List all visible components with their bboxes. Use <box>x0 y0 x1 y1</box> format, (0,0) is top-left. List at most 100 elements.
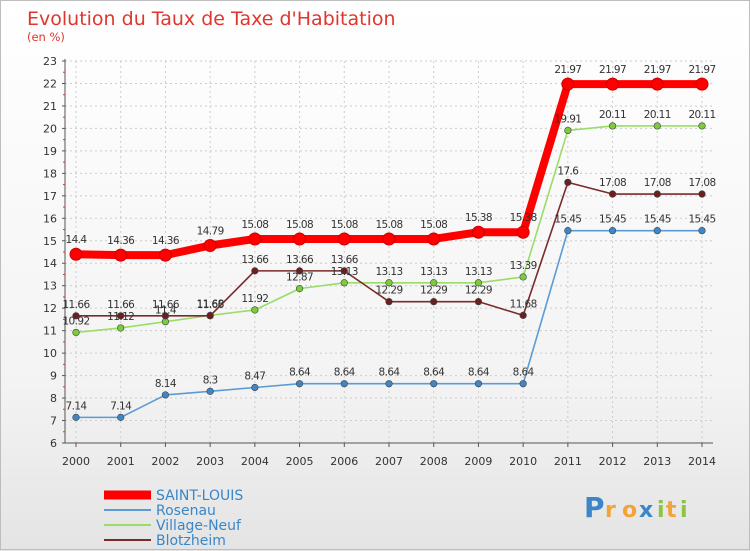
data-label: 14.36 <box>107 235 135 247</box>
x-tick-label: 2002 <box>151 455 179 468</box>
legend-label: Village-Neuf <box>156 518 242 534</box>
data-label: 11.68 <box>510 298 537 310</box>
y-tick-label: 10 <box>43 347 57 360</box>
data-label: 13.66 <box>241 254 269 266</box>
data-point <box>295 380 304 388</box>
data-label: 21.97 <box>644 64 671 76</box>
data-label: 15.38 <box>465 212 492 224</box>
data-label: 13.13 <box>465 266 492 278</box>
data-point <box>653 227 661 235</box>
logo-letter: i <box>657 498 665 523</box>
data-point <box>653 122 661 130</box>
x-tick-label: 2009 <box>464 455 492 468</box>
y-tick-label: 14 <box>43 257 57 270</box>
data-point <box>430 380 438 388</box>
data-label: 15.08 <box>375 219 402 231</box>
data-label: 12.29 <box>465 285 492 297</box>
data-point <box>117 312 125 320</box>
data-point <box>72 413 80 421</box>
data-label: 15.08 <box>286 219 313 231</box>
data-point <box>293 232 307 246</box>
logo-letter: t <box>666 498 677 523</box>
data-label: 20.11 <box>688 109 715 121</box>
x-tick-label: 2010 <box>509 455 537 468</box>
x-tick-label: 2011 <box>554 455 582 468</box>
data-label: 12.29 <box>420 285 447 297</box>
data-label: 13.66 <box>331 254 359 266</box>
data-label: 14.4 <box>66 234 88 246</box>
y-tick-label: 18 <box>43 167 57 180</box>
data-label: 7.14 <box>110 400 132 412</box>
data-point <box>474 298 483 306</box>
data-label: 15.08 <box>331 219 358 231</box>
data-label: 19.91 <box>554 113 581 125</box>
x-tick-label: 2001 <box>107 455 135 468</box>
data-point <box>385 279 393 287</box>
data-point <box>519 380 527 388</box>
y-tick-label: 23 <box>43 55 57 68</box>
data-label: 7.14 <box>66 400 88 412</box>
x-tick-label: 2014 <box>688 455 716 468</box>
data-point <box>474 380 483 388</box>
x-tick-label: 2006 <box>330 455 358 468</box>
data-point <box>114 248 128 262</box>
legend-label: SAINT-LOUIS <box>156 488 243 504</box>
data-label: 15.45 <box>599 214 626 226</box>
data-point <box>474 279 483 287</box>
data-label: 11.4 <box>155 305 177 317</box>
data-label: 12.87 <box>286 272 313 284</box>
y-tick-label: 7 <box>50 415 57 428</box>
data-label: 8.47 <box>244 370 265 382</box>
data-point <box>340 279 348 287</box>
data-point <box>117 324 125 332</box>
data-point <box>516 225 530 239</box>
data-point <box>430 298 438 306</box>
data-label: 13.13 <box>375 266 402 278</box>
data-point <box>519 311 527 319</box>
data-label: 21.97 <box>599 64 626 76</box>
data-point <box>206 312 214 320</box>
data-label: 17.08 <box>644 177 671 189</box>
y-tick-label: 22 <box>43 77 57 90</box>
x-tick-label: 2007 <box>375 455 403 468</box>
data-point <box>337 232 351 246</box>
logo-letter: o <box>622 498 637 523</box>
data-label: 11.92 <box>241 293 268 305</box>
data-label: 15.38 <box>510 212 537 224</box>
logo-letter: r <box>605 498 616 523</box>
x-tick-label: 2004 <box>241 455 269 468</box>
x-tick-label: 2012 <box>599 455 627 468</box>
y-tick-label: 19 <box>43 145 57 158</box>
data-label: 21.97 <box>688 64 715 76</box>
data-point <box>650 77 664 91</box>
logo-letter: P <box>584 491 605 524</box>
data-point <box>608 122 617 130</box>
data-label: 17.6 <box>557 165 579 177</box>
data-label: 8.64 <box>379 367 401 379</box>
logo-letter: x <box>639 498 653 523</box>
chart-subtitle: (en %) <box>27 30 65 44</box>
data-point <box>295 267 304 275</box>
data-point <box>653 190 661 198</box>
y-tick-label: 12 <box>43 302 57 315</box>
y-tick-label: 6 <box>50 437 57 450</box>
axes: 6 7 8 9 10 11 12 13 14 15 16 17 18 19 20 21 22 23 2000 2001… <box>43 55 716 468</box>
data-label: 12.29 <box>375 285 402 297</box>
data-label: 8.64 <box>513 367 535 379</box>
data-label: 13.13 <box>331 266 358 278</box>
y-tick-label: 16 <box>43 212 57 225</box>
y-tick-label: 15 <box>43 235 57 248</box>
data-point <box>606 77 620 91</box>
data-point <box>295 285 304 293</box>
data-label: 15.45 <box>644 214 671 226</box>
y-tick-label: 11 <box>43 325 57 338</box>
data-label: 13.39 <box>510 260 537 272</box>
data-label: 11.66 <box>62 299 90 311</box>
data-label: 15.45 <box>554 214 581 226</box>
data-point <box>385 380 393 388</box>
data-point <box>695 77 709 91</box>
data-point <box>519 273 527 281</box>
y-tick-label: 13 <box>43 280 57 293</box>
